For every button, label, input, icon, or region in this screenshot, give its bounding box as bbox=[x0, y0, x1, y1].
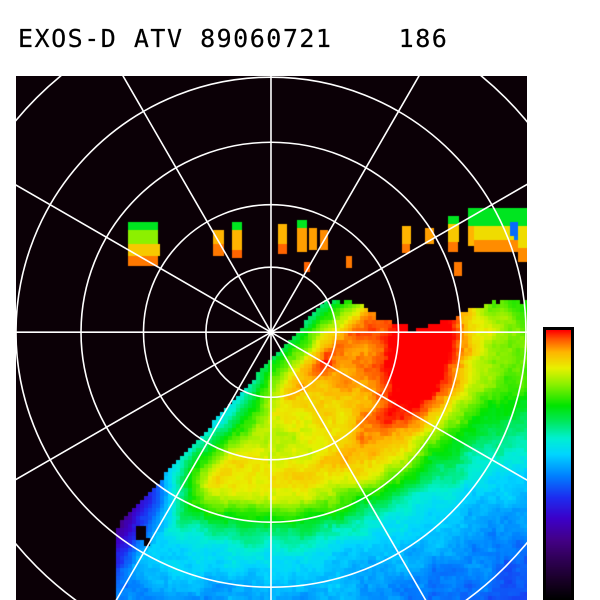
magnetic-grid-overlay bbox=[16, 76, 527, 600]
page-title: EXOS-D ATV 89060721 186 bbox=[18, 24, 449, 53]
polar-auroral-image[interactable] bbox=[16, 76, 527, 600]
colorbar-gradient bbox=[546, 330, 571, 600]
colorbar[interactable] bbox=[543, 327, 574, 600]
